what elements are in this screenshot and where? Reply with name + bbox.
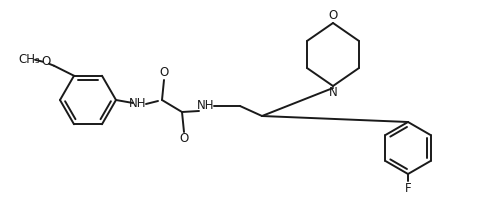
Text: N: N — [329, 87, 337, 99]
Text: O: O — [41, 55, 51, 68]
Text: O: O — [328, 10, 338, 22]
Text: O: O — [159, 66, 169, 80]
Text: O: O — [180, 133, 188, 145]
Text: NH: NH — [197, 99, 215, 112]
Text: NH: NH — [129, 97, 147, 111]
Text: F: F — [405, 182, 411, 194]
Text: CH₃: CH₃ — [18, 53, 40, 66]
